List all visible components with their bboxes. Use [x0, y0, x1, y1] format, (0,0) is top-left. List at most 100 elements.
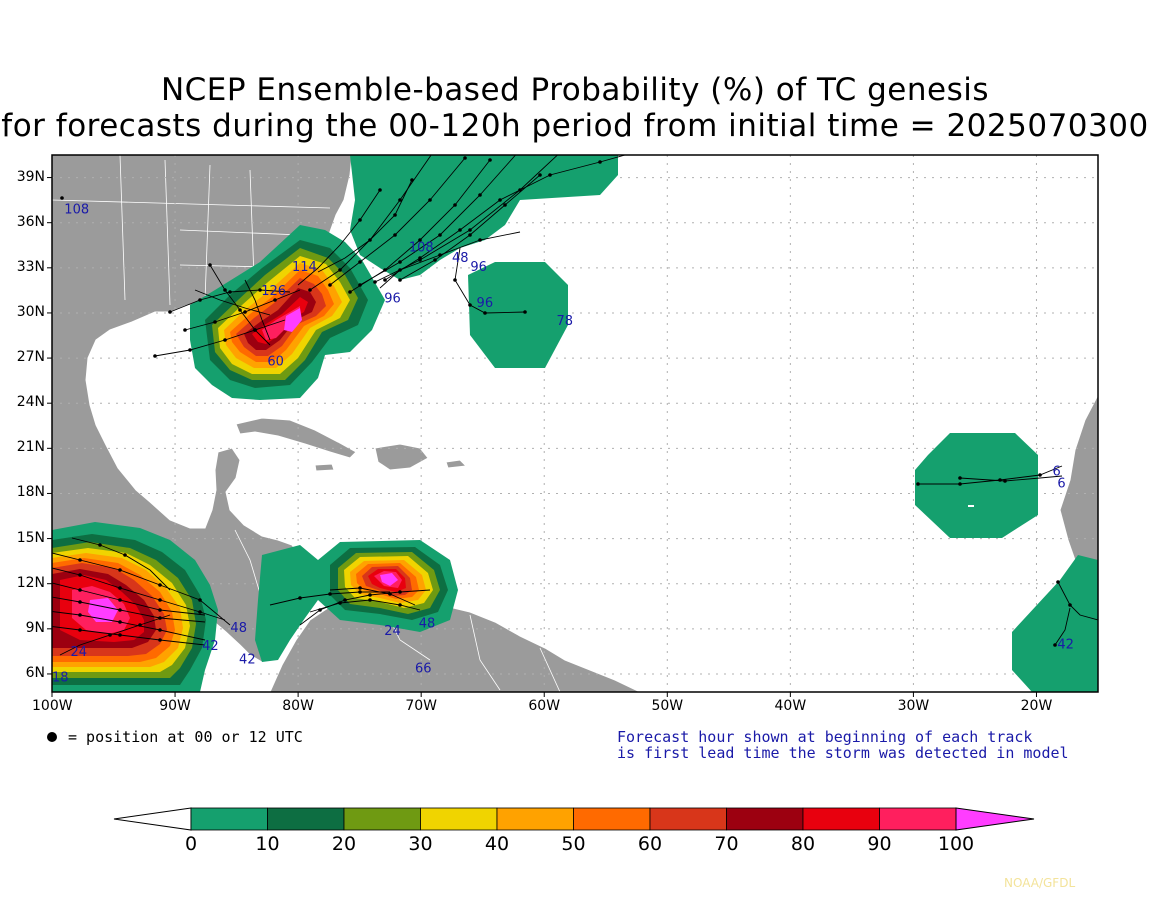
colorbar-swatch — [420, 807, 498, 831]
track-hour-label: 66 — [415, 661, 432, 676]
position-dot — [368, 598, 372, 602]
position-dot — [338, 601, 342, 605]
position-dot — [418, 256, 422, 260]
position-dot — [60, 196, 64, 200]
lat-label-27n: 27N — [16, 349, 45, 366]
lat-label-24n: 24N — [16, 394, 45, 411]
position-dot — [358, 260, 362, 264]
colorbar-swatch — [879, 807, 957, 831]
position-dot — [393, 233, 397, 237]
genesis-region-epac-100 — [88, 598, 118, 622]
position-dot — [378, 188, 382, 192]
legend-note: = position at 00 or 12 UTC — [68, 728, 303, 746]
position-dot — [438, 233, 442, 237]
position-dot — [98, 543, 102, 547]
map-frame — [51, 154, 1099, 693]
lon-label-90w: 90W — [159, 698, 191, 714]
lat-label-39n: 39N — [16, 168, 45, 185]
track-hour-label: 48 — [230, 621, 247, 636]
colorbar-label-90: 90 — [867, 833, 892, 855]
position-dot — [78, 613, 82, 617]
lat-label-36n: 36N — [16, 213, 45, 230]
position-dot — [253, 328, 257, 332]
position-dot — [1003, 479, 1007, 483]
position-dot — [428, 198, 432, 202]
position-dot — [308, 288, 312, 292]
position-dot — [438, 253, 442, 257]
position-dot — [478, 193, 482, 197]
position-dot — [998, 478, 1002, 482]
position-dot — [393, 213, 397, 217]
position-dot — [503, 203, 507, 207]
position-dot — [958, 482, 962, 486]
position-dot — [453, 278, 457, 282]
political-borders — [52, 155, 561, 692]
track-hour-label: 42 — [239, 652, 256, 667]
position-dot — [358, 590, 362, 594]
position-dot — [238, 308, 242, 312]
position-dot — [916, 482, 920, 486]
position-dot — [1038, 473, 1042, 477]
position-dot — [398, 198, 402, 202]
colorbar-swatch — [496, 807, 574, 831]
jamaica-land — [314, 463, 335, 472]
track-hour-label: 18 — [52, 670, 69, 685]
position-dot — [958, 476, 962, 480]
position-dot — [398, 278, 402, 282]
position-dot — [273, 298, 277, 302]
position-dot — [398, 603, 402, 607]
lon-label-40w: 40W — [774, 698, 807, 714]
lon-label-20w: 20W — [1020, 698, 1053, 714]
lat-label-15n: 15N — [16, 529, 45, 546]
forecast-hour-note-line1: Forecast hour shown at beginning of each… — [617, 728, 1033, 746]
genesis-region-bermuda — [468, 262, 568, 368]
position-dot — [208, 263, 212, 267]
genesis-region-caribbean-100 — [380, 573, 398, 586]
position-dot — [518, 148, 522, 152]
position-dot — [198, 598, 202, 602]
position-dot — [198, 610, 202, 614]
puerto-rico-land — [445, 459, 468, 469]
genesis-region-colombia — [255, 545, 318, 662]
position-dot — [318, 608, 322, 612]
position-dot — [388, 592, 392, 596]
position-dot — [328, 592, 332, 596]
position-dot — [1068, 603, 1072, 607]
probability-shading — [52, 155, 1098, 692]
colorbar-swatch — [573, 807, 651, 831]
position-dot — [78, 628, 82, 632]
position-dot — [118, 633, 122, 637]
position-dot — [523, 310, 527, 314]
lat-label-6n: 6N — [25, 664, 45, 681]
position-dot — [168, 310, 172, 314]
track-hour-label: 108 — [64, 203, 89, 218]
position-dot — [123, 553, 127, 557]
hispaniola-land — [374, 443, 429, 471]
track-hour-label: 114 — [292, 260, 317, 275]
position-dot — [153, 354, 157, 358]
position-dot — [483, 311, 487, 315]
colorbar-label-50: 50 — [561, 833, 586, 855]
small-islands — [965, 188, 974, 507]
position-dot — [383, 268, 387, 272]
position-dot — [368, 238, 372, 242]
position-dot — [488, 158, 492, 162]
position-dot — [78, 600, 82, 604]
position-dot — [78, 573, 82, 577]
lon-label-70w: 70W — [405, 698, 437, 714]
position-dot — [434, 146, 438, 150]
position-dot — [373, 280, 377, 284]
position-dot — [468, 233, 472, 237]
position-dot — [458, 228, 462, 232]
position-dot — [118, 586, 122, 590]
position-dot — [198, 298, 202, 302]
colorbar-label-80: 80 — [790, 833, 816, 855]
chart-title-line1: NCEP Ensemble-based Probability (%) of T… — [160, 72, 990, 108]
lat-label-33n: 33N — [16, 258, 45, 275]
position-dot — [213, 320, 217, 324]
track-hour-label: 48 — [1104, 618, 1121, 633]
forecast-hour-note-line2: is first lead time the storm was detecte… — [617, 744, 1069, 762]
